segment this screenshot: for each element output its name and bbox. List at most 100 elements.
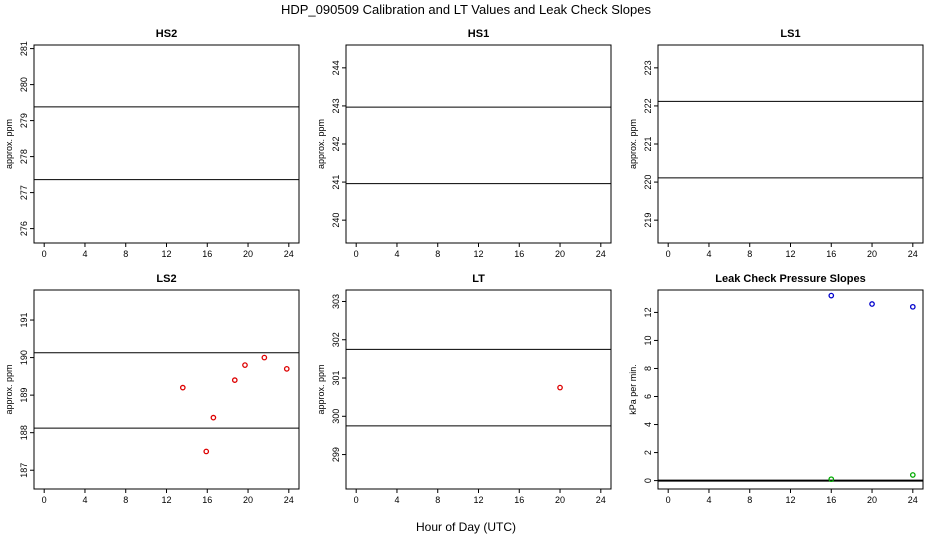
y-tick-label: 8 (643, 366, 653, 371)
x-tick-label: 20 (243, 249, 253, 259)
panel-2: HS1 0 4 8 12 16 20 24 240 241 242 243 244 approx. ppm (316, 28, 612, 259)
data-point (242, 362, 248, 368)
panel-title: Leak Check Pressure Slopes (715, 273, 865, 285)
y-tick-label: 6 (643, 394, 653, 399)
x-tick-label: 12 (161, 249, 171, 259)
y-axis-label: kPa per min. (628, 364, 638, 415)
x-tick-label: 20 (243, 495, 253, 505)
panel-5: LT 0 4 8 12 16 20 24 299 300 301 302 303 approx. ppm (316, 273, 612, 505)
x-tick-label: 4 (82, 249, 87, 259)
x-tick-label: 4 (82, 495, 87, 505)
x-tick-label: 4 (394, 495, 399, 505)
y-tick-label: 221 (643, 136, 653, 151)
x-tick-label: 0 (354, 495, 359, 505)
y-tick-label: 222 (643, 98, 653, 113)
y-tick-label: 240 (331, 213, 341, 228)
y-tick-label: 243 (331, 98, 341, 113)
y-axis-label: approx. ppm (628, 119, 638, 169)
y-tick-label: 303 (331, 294, 341, 309)
x-tick-label: 8 (123, 249, 128, 259)
data-point (179, 384, 186, 391)
x-tick-label: 8 (435, 249, 440, 259)
y-axis-label: approx. ppm (4, 364, 14, 414)
plot-frame (33, 289, 300, 490)
y-tick-label: 278 (19, 149, 29, 164)
y-tick-label: 190 (19, 350, 29, 365)
x-tick-label: 4 (706, 249, 711, 259)
y-tick-label: 187 (19, 463, 29, 478)
x-tick-label: 20 (867, 249, 877, 259)
plot-frame (657, 289, 924, 490)
x-tick-label: 8 (747, 249, 752, 259)
x-tick-label: 24 (284, 249, 294, 259)
x-tick-label: 12 (785, 249, 795, 259)
y-axis-label: approx. ppm (4, 119, 14, 169)
y-tick-label: 241 (331, 175, 341, 190)
x-tick-label: 0 (666, 249, 671, 259)
x-tick-label: 24 (284, 495, 294, 505)
y-tick-label: 276 (19, 221, 29, 236)
x-tick-label: 24 (908, 495, 918, 505)
y-tick-label: 219 (643, 213, 653, 228)
x-tick-label: 24 (908, 249, 918, 259)
x-tick-label: 16 (826, 249, 836, 259)
x-tick-label: 8 (747, 495, 752, 505)
y-tick-label: 191 (19, 313, 29, 328)
y-axis-label: approx. ppm (316, 364, 326, 414)
x-tick-label: 0 (354, 249, 359, 259)
figure-title: HDP_090509 Calibration and LT Values and… (281, 2, 652, 17)
x-tick-label: 4 (706, 495, 711, 505)
x-tick-label: 16 (826, 495, 836, 505)
y-tick-label: 302 (331, 332, 341, 347)
y-tick-label: 223 (643, 60, 653, 75)
x-tick-label: 16 (514, 249, 524, 259)
y-tick-label: 280 (19, 77, 29, 92)
x-tick-label: 0 (42, 495, 47, 505)
x-tick-label: 12 (161, 495, 171, 505)
plot-frame (33, 44, 300, 244)
data-point (210, 414, 217, 421)
y-tick-label: 10 (643, 335, 653, 345)
x-tick-label: 0 (42, 249, 47, 259)
panel-title: HS2 (156, 28, 177, 40)
plot-frame (345, 289, 612, 490)
x-tick-label: 8 (123, 495, 128, 505)
data-point (828, 292, 835, 299)
y-tick-label: 189 (19, 388, 29, 403)
y-tick-label: 220 (643, 175, 653, 190)
x-tick-label: 24 (596, 249, 606, 259)
data-point (283, 365, 290, 372)
y-tick-label: 2 (643, 450, 653, 455)
y-tick-label: 12 (643, 307, 653, 317)
panel-title: HS1 (468, 28, 489, 40)
x-tick-label: 16 (202, 249, 212, 259)
y-tick-label: 281 (19, 41, 29, 56)
y-axis-label: approx. ppm (316, 119, 326, 169)
x-tick-label: 20 (867, 495, 877, 505)
x-tick-label: 20 (555, 249, 565, 259)
y-tick-label: 301 (331, 371, 341, 386)
x-tick-label: 20 (555, 495, 565, 505)
data-point (557, 384, 563, 391)
x-tick-label: 12 (473, 495, 483, 505)
panel-title: LS1 (780, 28, 800, 40)
y-tick-label: 242 (331, 136, 341, 151)
x-tick-label: 24 (596, 495, 606, 505)
data-point (261, 354, 268, 361)
x-tick-label: 16 (202, 495, 212, 505)
y-tick-label: 300 (331, 409, 341, 424)
panel-4: LS2 0 4 8 12 16 20 24 187 188 189 190 191 approx. ppm (4, 273, 300, 505)
x-axis-label: Hour of Day (UTC) (416, 520, 516, 534)
y-tick-label: 188 (19, 425, 29, 440)
plot-frame (657, 44, 924, 244)
data-point (828, 476, 835, 483)
y-tick-label: 299 (331, 447, 341, 462)
x-tick-label: 16 (514, 495, 524, 505)
panel-1: HS2 0 4 8 12 16 20 24 276 277 278 279 280 281 approx. … (4, 28, 300, 259)
data-point (231, 377, 238, 383)
x-tick-label: 4 (394, 249, 399, 259)
y-tick-label: 277 (19, 185, 29, 200)
